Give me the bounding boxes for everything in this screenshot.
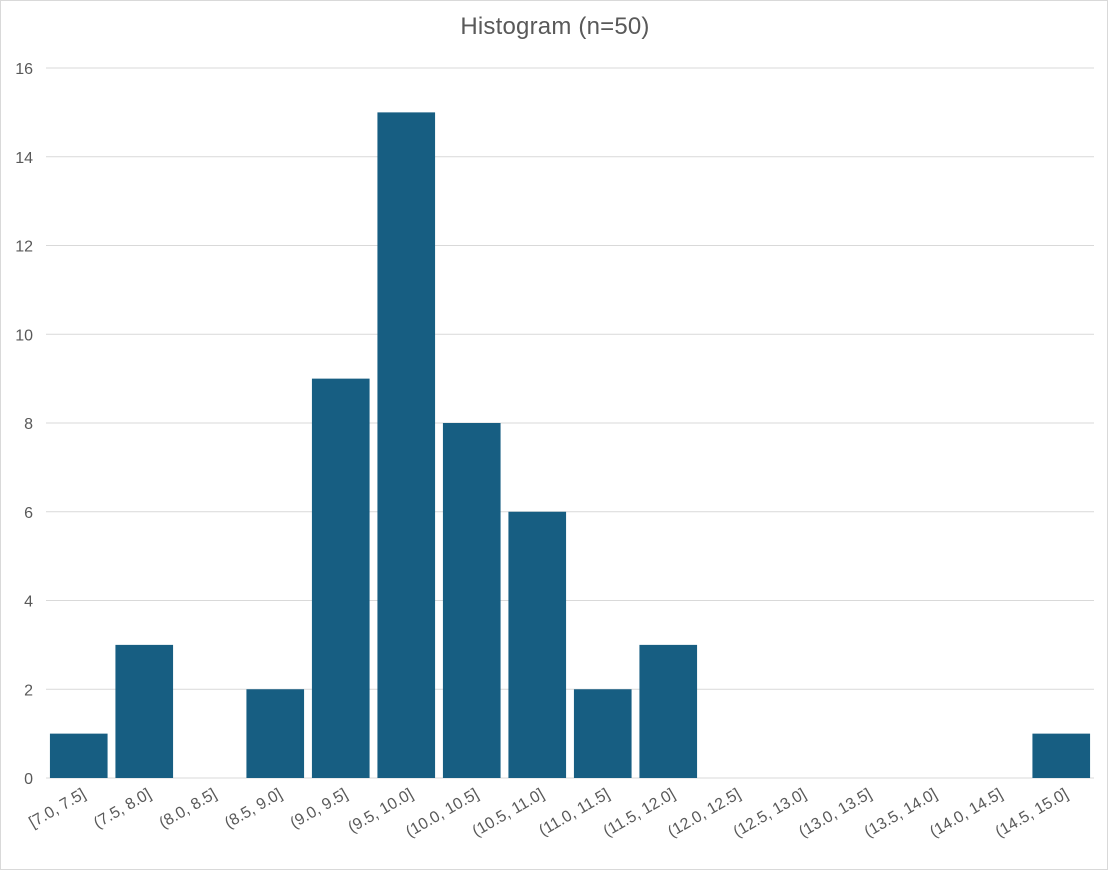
x-tick-label: (9.0, 9.5]	[288, 786, 351, 832]
x-tick-label: (13.5, 14.0]	[862, 786, 941, 841]
y-tick-label: 0	[24, 771, 33, 788]
histogram-bar	[442, 423, 501, 778]
histogram-bar	[377, 112, 436, 779]
histogram-bar	[573, 689, 632, 778]
x-tick-label: (8.0, 8.5]	[157, 786, 220, 832]
y-tick-label: 6	[24, 505, 33, 522]
x-tick-label: (10.0, 10.5]	[403, 786, 482, 841]
x-tick-label: (7.5, 8.0]	[91, 786, 154, 832]
histogram-bar	[246, 689, 305, 778]
y-tick-label: 16	[15, 61, 33, 78]
y-tick-label: 8	[24, 416, 33, 433]
y-tick-label: 4	[24, 594, 33, 611]
histogram-bar	[115, 644, 174, 779]
x-tick-label: (11.5, 12.0]	[601, 786, 679, 841]
x-tick-label: (13.0, 13.5]	[796, 786, 875, 841]
x-tick-label: (11.0, 11.5]	[536, 786, 613, 840]
y-tick-label: 14	[15, 150, 33, 167]
x-tick-label: (14.5, 15.0]	[993, 786, 1072, 841]
y-tick-label: 2	[24, 682, 33, 699]
y-tick-label: 12	[15, 239, 33, 256]
x-tick-label: [7.0, 7.5]	[26, 786, 88, 832]
chart-title: Histogram (n=50)	[460, 13, 650, 40]
histogram-bar	[311, 378, 370, 779]
y-tick-label: 10	[15, 327, 33, 344]
x-tick-label: (12.0, 12.5]	[665, 786, 744, 841]
x-tick-label: (14.0, 14.5]	[927, 786, 1006, 841]
histogram-bar	[508, 511, 567, 778]
histogram-bar	[1032, 733, 1091, 779]
x-tick-label: (8.5, 9.0]	[222, 786, 285, 832]
x-tick-label: (12.5, 13.0]	[731, 786, 810, 841]
x-tick-label: (10.5, 11.0]	[470, 786, 548, 841]
histogram-bar	[49, 733, 108, 779]
histogram-bar	[639, 644, 698, 779]
